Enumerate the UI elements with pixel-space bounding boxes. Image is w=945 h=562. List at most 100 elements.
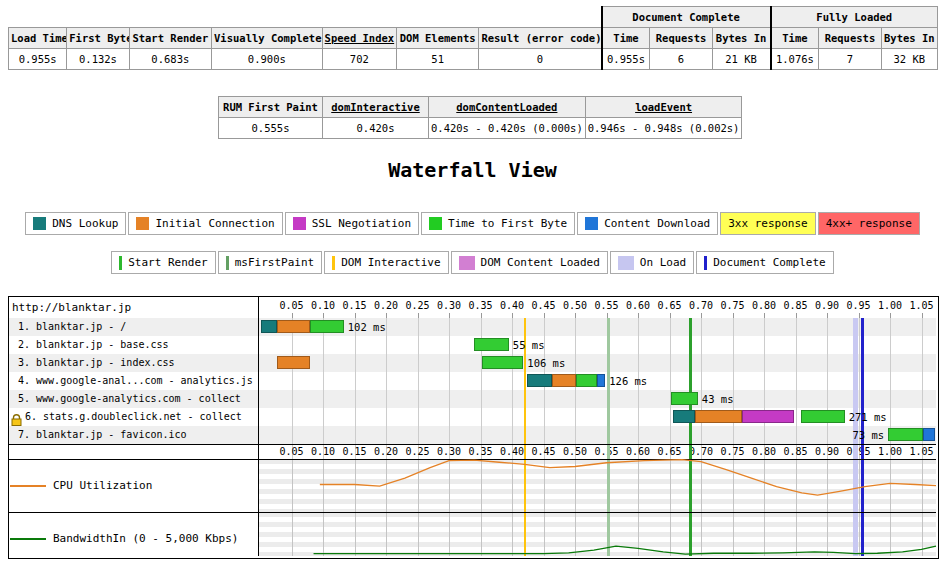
axis-tick-label: 1.05	[909, 300, 933, 311]
axis-tick-label: 0.75	[720, 300, 744, 311]
axis-tick-label: 0.65	[657, 446, 681, 457]
dom-content-loaded-swatch-icon	[459, 256, 475, 270]
request-label: 3. blanktar.jp - index.css	[18, 354, 257, 372]
request-bar-ssl	[742, 410, 794, 423]
request-label: 2. blanktar.jp - base.css	[18, 336, 257, 354]
axis-tick-label: 0.50	[563, 446, 587, 457]
summary-table-spacer	[9, 7, 602, 28]
summary-col-bytes-in: Bytes In	[881, 28, 937, 49]
group-header-fully-loaded: Fully Loaded	[771, 7, 938, 28]
bandwidth-in-line	[258, 512, 936, 556]
dom-interactive-swatch-icon	[332, 256, 335, 270]
axis-tick	[796, 313, 797, 318]
summary-value: 0.132s	[67, 49, 129, 70]
axis-tick-label: 0.90	[815, 446, 839, 457]
axis-tick	[764, 313, 765, 318]
axis-tick-label: 1.05	[909, 446, 933, 457]
legend-item-label: Start Render	[128, 256, 207, 269]
request-label: 6. stats.g.doubleclick.net - collect	[25, 408, 264, 426]
legend-item-3xx-response: 3xx response	[720, 212, 815, 235]
ssl-negotiation-swatch-icon	[293, 217, 306, 230]
axis-tick	[323, 313, 324, 318]
rum-col-loadevent[interactable]: loadEvent	[585, 97, 742, 118]
gridline	[670, 318, 671, 459]
legend-item-initial-connection: Initial Connection	[128, 212, 282, 235]
request-bar-download	[923, 428, 936, 441]
axis-tick-label: 0.45	[531, 446, 555, 457]
request-bar-ttfb	[671, 392, 698, 405]
request-bar-ttfb	[576, 374, 597, 387]
dns-lookup-swatch-icon	[33, 217, 46, 230]
axis-tick	[544, 313, 545, 318]
request-duration-label: 102 ms	[348, 320, 386, 334]
axis-tick-label: 0.35	[468, 300, 492, 311]
legend-item-label: Time to First Byte	[448, 217, 567, 230]
rum-table: RUM First PaintdomInteractivedomContentL…	[218, 96, 742, 139]
axis-tick	[449, 313, 450, 318]
axis-tick	[481, 313, 482, 318]
axis-tick	[575, 313, 576, 318]
request-label: 7. blanktar.jp - favicon.ico	[18, 426, 257, 444]
axis-tick	[638, 313, 639, 318]
axis-tick-label: 0.75	[720, 446, 744, 457]
summary-value: 1.076s	[771, 49, 819, 70]
legend-item-label: DOM Interactive	[341, 256, 440, 269]
legend-item-start-render: Start Render	[111, 251, 215, 274]
gridline	[575, 318, 576, 459]
request-bar-connect	[695, 410, 742, 423]
summary-value: 32 KB	[881, 49, 937, 70]
start-render-swatch-icon	[119, 256, 122, 270]
gridline	[701, 318, 702, 459]
gridline	[733, 318, 734, 459]
axis-tick-label: 0.40	[500, 300, 524, 311]
gridline	[449, 318, 450, 459]
axis-tick-label: 0.30	[437, 446, 461, 457]
summary-value: 0.955s	[602, 49, 650, 70]
rum-col-domcontentloaded[interactable]: domContentLoaded	[429, 97, 586, 118]
rum-col-dominteractive[interactable]: domInteractive	[323, 97, 429, 118]
request-bar-connect	[277, 356, 310, 369]
legend-item-content-download: Content Download	[577, 212, 718, 235]
summary-col-requests: Requests	[819, 28, 881, 49]
axis-tick-label: 0.80	[752, 300, 776, 311]
request-label: 5. www.google-analytics.com - collect	[18, 390, 257, 408]
legend-page-events: Start RendermsFirstPaintDOM InteractiveD…	[0, 251, 945, 274]
summary-col-speed-index[interactable]: Speed Index	[322, 28, 396, 49]
request-bar-dns	[527, 374, 552, 387]
summary-value: 702	[322, 49, 396, 70]
request-duration-label: 126 ms	[609, 374, 647, 388]
waterfall-view-title: Waterfall View	[0, 158, 945, 182]
axis-tick	[890, 313, 891, 318]
legend-item-on-load: On Load	[610, 251, 694, 274]
summary-value: 7	[819, 49, 881, 70]
axis-tick-label: 0.15	[342, 300, 366, 311]
request-bar-dns	[673, 410, 696, 423]
axis-tick-label: 0.25	[405, 300, 429, 311]
gridline	[386, 318, 387, 459]
gridline	[292, 318, 293, 459]
summary-col-start-render: Start Render	[129, 28, 211, 49]
webpagetest-results-page: Document CompleteFully LoadedLoad TimeFi…	[0, 0, 945, 562]
axis-tick-label: 0.10	[311, 300, 335, 311]
request-duration-label: 73 ms	[836, 428, 884, 442]
axis-tick	[922, 313, 923, 318]
axis-tick-label: 0.65	[657, 300, 681, 311]
legend-item-msfirstpaint: msFirstPaint	[218, 251, 322, 274]
summary-value: 0.900s	[212, 49, 323, 70]
summary-table: Document CompleteFully LoadedLoad TimeFi…	[8, 6, 938, 70]
axis-tick	[670, 313, 671, 318]
initial-connection-swatch-icon	[136, 217, 149, 230]
request-label: 1. blanktar.jp - /	[18, 318, 257, 336]
legend-item-dom-interactive: DOM Interactive	[324, 251, 448, 274]
request-duration-label: 106 ms	[527, 356, 565, 370]
axis-tick	[701, 313, 702, 318]
request-bar-connect	[277, 320, 310, 333]
gridline	[827, 318, 828, 459]
group-header-document-complete: Document Complete	[602, 7, 771, 28]
axis-tick	[827, 313, 828, 318]
axis-tick-label: 0.10	[311, 446, 335, 457]
axis-tick-label: 0.45	[531, 300, 555, 311]
ssl-lock-icon	[11, 411, 22, 423]
legend-item-label: SSL Negotiation	[312, 217, 411, 230]
legend-item-ssl-negotiation: SSL Negotiation	[285, 212, 419, 235]
